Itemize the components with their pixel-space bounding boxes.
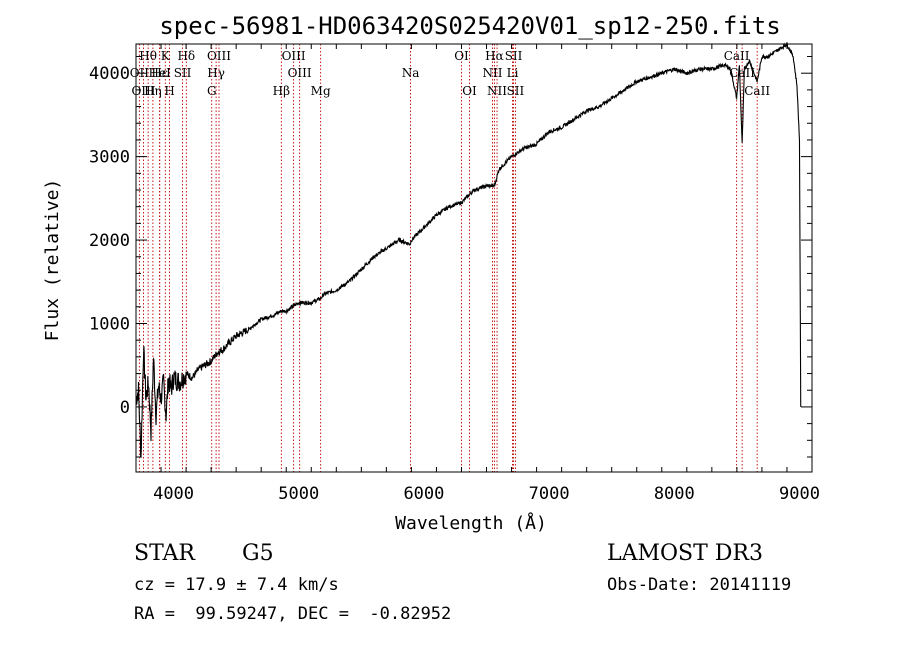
marker-label: Na	[402, 66, 420, 80]
marker-label: K	[161, 49, 171, 63]
marker-label: OIII	[207, 49, 231, 63]
survey-name: LAMOST DR3	[607, 541, 763, 566]
object-subclass: G5	[242, 541, 274, 566]
marker-label: Hα	[485, 49, 504, 63]
marker-label: SII	[505, 49, 523, 63]
marker-label: HeI	[149, 66, 172, 80]
marker-label: CaII	[724, 49, 750, 63]
y-tick-label: 2000	[89, 231, 130, 251]
x-tick-label: 9000	[779, 484, 820, 504]
x-axis-ticks: 4000 5000 6000 7000 8000 9000	[135, 44, 820, 504]
marker-label: Hε	[151, 66, 168, 80]
y-tick-label: 0	[120, 398, 130, 418]
marker-label: Li	[507, 66, 519, 80]
marker-label: Hδ	[177, 49, 195, 63]
x-tick-label: 8000	[654, 484, 695, 504]
marker-label: NII	[487, 84, 507, 98]
marker-label: OIII	[282, 49, 306, 63]
x-tick-label: 5000	[278, 484, 319, 504]
marker-label: Hγ	[207, 66, 225, 80]
x-axis-label: Wavelength (Å)	[395, 512, 547, 534]
y-tick-label: 1000	[89, 314, 130, 334]
marker-label: SII	[507, 84, 525, 98]
marker-label: OIII	[131, 84, 155, 98]
plot-frame	[135, 43, 813, 473]
y-tick-label: 3000	[89, 148, 130, 168]
marker-label: H	[164, 84, 174, 98]
redshift-text: cz = 17.9 ± 7.4 km/s	[134, 575, 339, 595]
line-markers	[138, 44, 758, 472]
marker-label: OI	[454, 49, 469, 63]
x-tick-label: 6000	[403, 484, 444, 504]
y-axis-label: Flux (relative)	[42, 179, 63, 342]
coordinates-text: RA = 99.59247, DEC = -0.82952	[134, 604, 451, 624]
marker-label: CaII	[744, 84, 770, 98]
chart-title: spec-56981-HD063420S025420V01_sp12-250.f…	[159, 12, 780, 40]
marker-label: NII	[483, 66, 503, 80]
marker-label: OI	[462, 84, 477, 98]
marker-label: SII	[174, 66, 192, 80]
marker-label: Hθ	[139, 49, 157, 63]
marker-label: Hη	[144, 84, 162, 98]
x-tick-label: 7000	[529, 484, 570, 504]
spectrum-line	[135, 42, 802, 459]
object-class: STAR	[134, 541, 196, 566]
y-tick-label: 4000	[89, 64, 130, 84]
y-axis-ticks: 0 1000 2000 3000 4000	[89, 56, 812, 458]
marker-label: Hβ	[273, 84, 290, 98]
marker-label: CaII	[729, 66, 755, 80]
obs-date-text: Obs-Date: 20141119	[607, 575, 791, 595]
marker-label: Mg	[311, 84, 331, 98]
x-tick-label: 4000	[153, 484, 194, 504]
marker-label: OIII	[288, 66, 312, 80]
marker-label: G	[207, 84, 217, 98]
